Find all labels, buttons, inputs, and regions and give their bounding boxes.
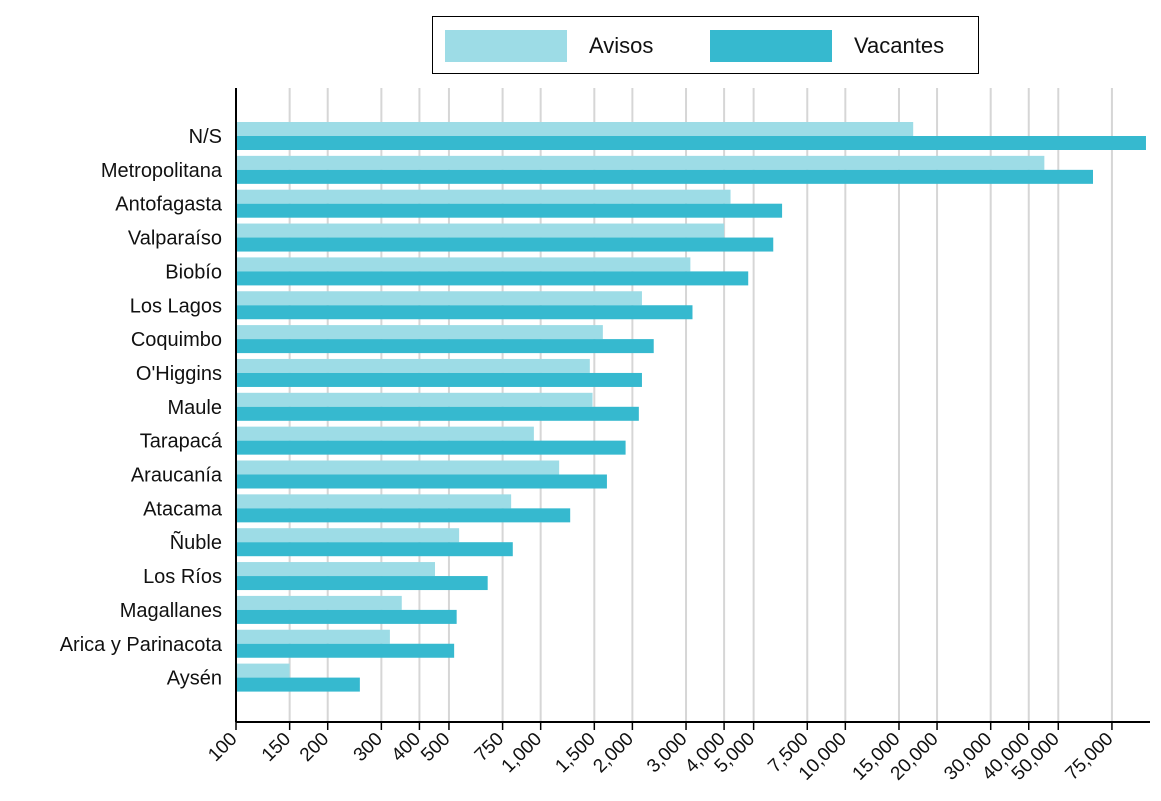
y-tick-label: Los Ríos (143, 566, 222, 588)
bar-avisos (236, 494, 512, 509)
bar-vacantes (236, 508, 571, 523)
x-tick-label: 300 (350, 729, 387, 766)
axes (235, 88, 1150, 723)
bar-avisos (236, 291, 642, 306)
y-tick-label: Aysén (167, 668, 222, 690)
bar-vacantes (236, 136, 1146, 150)
y-tick-label: Maule (168, 397, 222, 419)
x-tick-label: 2,000 (589, 729, 637, 777)
bar-vacantes (236, 542, 513, 557)
bar-avisos (236, 663, 290, 678)
legend-item-vacantes: Vacantes (710, 30, 944, 62)
y-tick-label: Araucanía (131, 465, 223, 487)
bars (236, 122, 1146, 692)
bar-avisos (236, 562, 436, 577)
x-tick-label: 150 (258, 729, 295, 766)
bar-avisos (236, 595, 402, 610)
x-tick-label: 3,000 (643, 729, 691, 777)
y-tick-label: Metropolitana (101, 160, 223, 182)
bar-avisos (236, 460, 560, 475)
legend: Avisos Vacantes (432, 16, 979, 74)
legend-label-vacantes: Vacantes (854, 33, 945, 58)
x-tick-label: 400 (388, 729, 425, 766)
bar-avisos (236, 358, 590, 373)
bar-vacantes (236, 440, 626, 455)
legend-swatch-vacantes (710, 30, 832, 62)
y-tick-label: Atacama (143, 498, 223, 520)
bar-vacantes (236, 372, 642, 387)
legend-swatch-avisos (445, 30, 567, 62)
bar-avisos (236, 223, 725, 238)
y-tick-label: N/S (189, 126, 222, 148)
y-tick-label: Arica y Parinacota (60, 634, 223, 656)
bar-vacantes (236, 169, 1094, 184)
x-tick-label: 500 (417, 729, 454, 766)
x-tick-label: 100 (204, 729, 241, 766)
bar-avisos (236, 189, 731, 204)
bar-avisos (236, 392, 593, 407)
legend-item-avisos: Avisos (445, 30, 653, 62)
y-tick-label: Los Lagos (130, 295, 222, 317)
bar-avisos (236, 257, 691, 272)
bar-avisos (236, 155, 1045, 170)
y-tick-label: Tarapacá (140, 431, 223, 453)
bar-vacantes (236, 609, 457, 624)
x-tick-label: 1,500 (551, 729, 599, 777)
y-tick-label: Coquimbo (131, 329, 222, 351)
y-tick-label: O'Higgins (136, 363, 222, 385)
bar-avisos (236, 629, 390, 644)
bar-avisos (236, 122, 914, 136)
bar-vacantes (236, 474, 607, 489)
bar-avisos (236, 325, 603, 340)
y-tick-label: Valparaíso (128, 228, 222, 250)
bar-vacantes (236, 406, 639, 421)
bar-vacantes (236, 203, 783, 218)
bar-vacantes (236, 271, 749, 286)
bar-vacantes (236, 339, 654, 354)
y-tick-label: Magallanes (120, 600, 222, 622)
bar-avisos (236, 528, 460, 543)
bar-avisos (236, 426, 534, 441)
y-tick-label: Antofagasta (115, 194, 223, 216)
legend-label-avisos: Avisos (589, 33, 654, 58)
x-tick-label: 1,000 (498, 729, 546, 777)
y-tick-label: Biobío (165, 261, 222, 283)
bar-vacantes (236, 643, 455, 658)
x-tick-label: 200 (296, 729, 333, 766)
bar-vacantes (236, 237, 774, 252)
y-tick-labels: N/S Metropolitana Antofagasta Valparaíso Bio… (60, 126, 223, 690)
bar-vacantes (236, 576, 488, 591)
y-tick-label: Ñuble (170, 530, 222, 554)
x-tick-label: 75,000 (1062, 729, 1118, 785)
bar-vacantes (236, 305, 693, 320)
bar-vacantes (236, 677, 360, 692)
